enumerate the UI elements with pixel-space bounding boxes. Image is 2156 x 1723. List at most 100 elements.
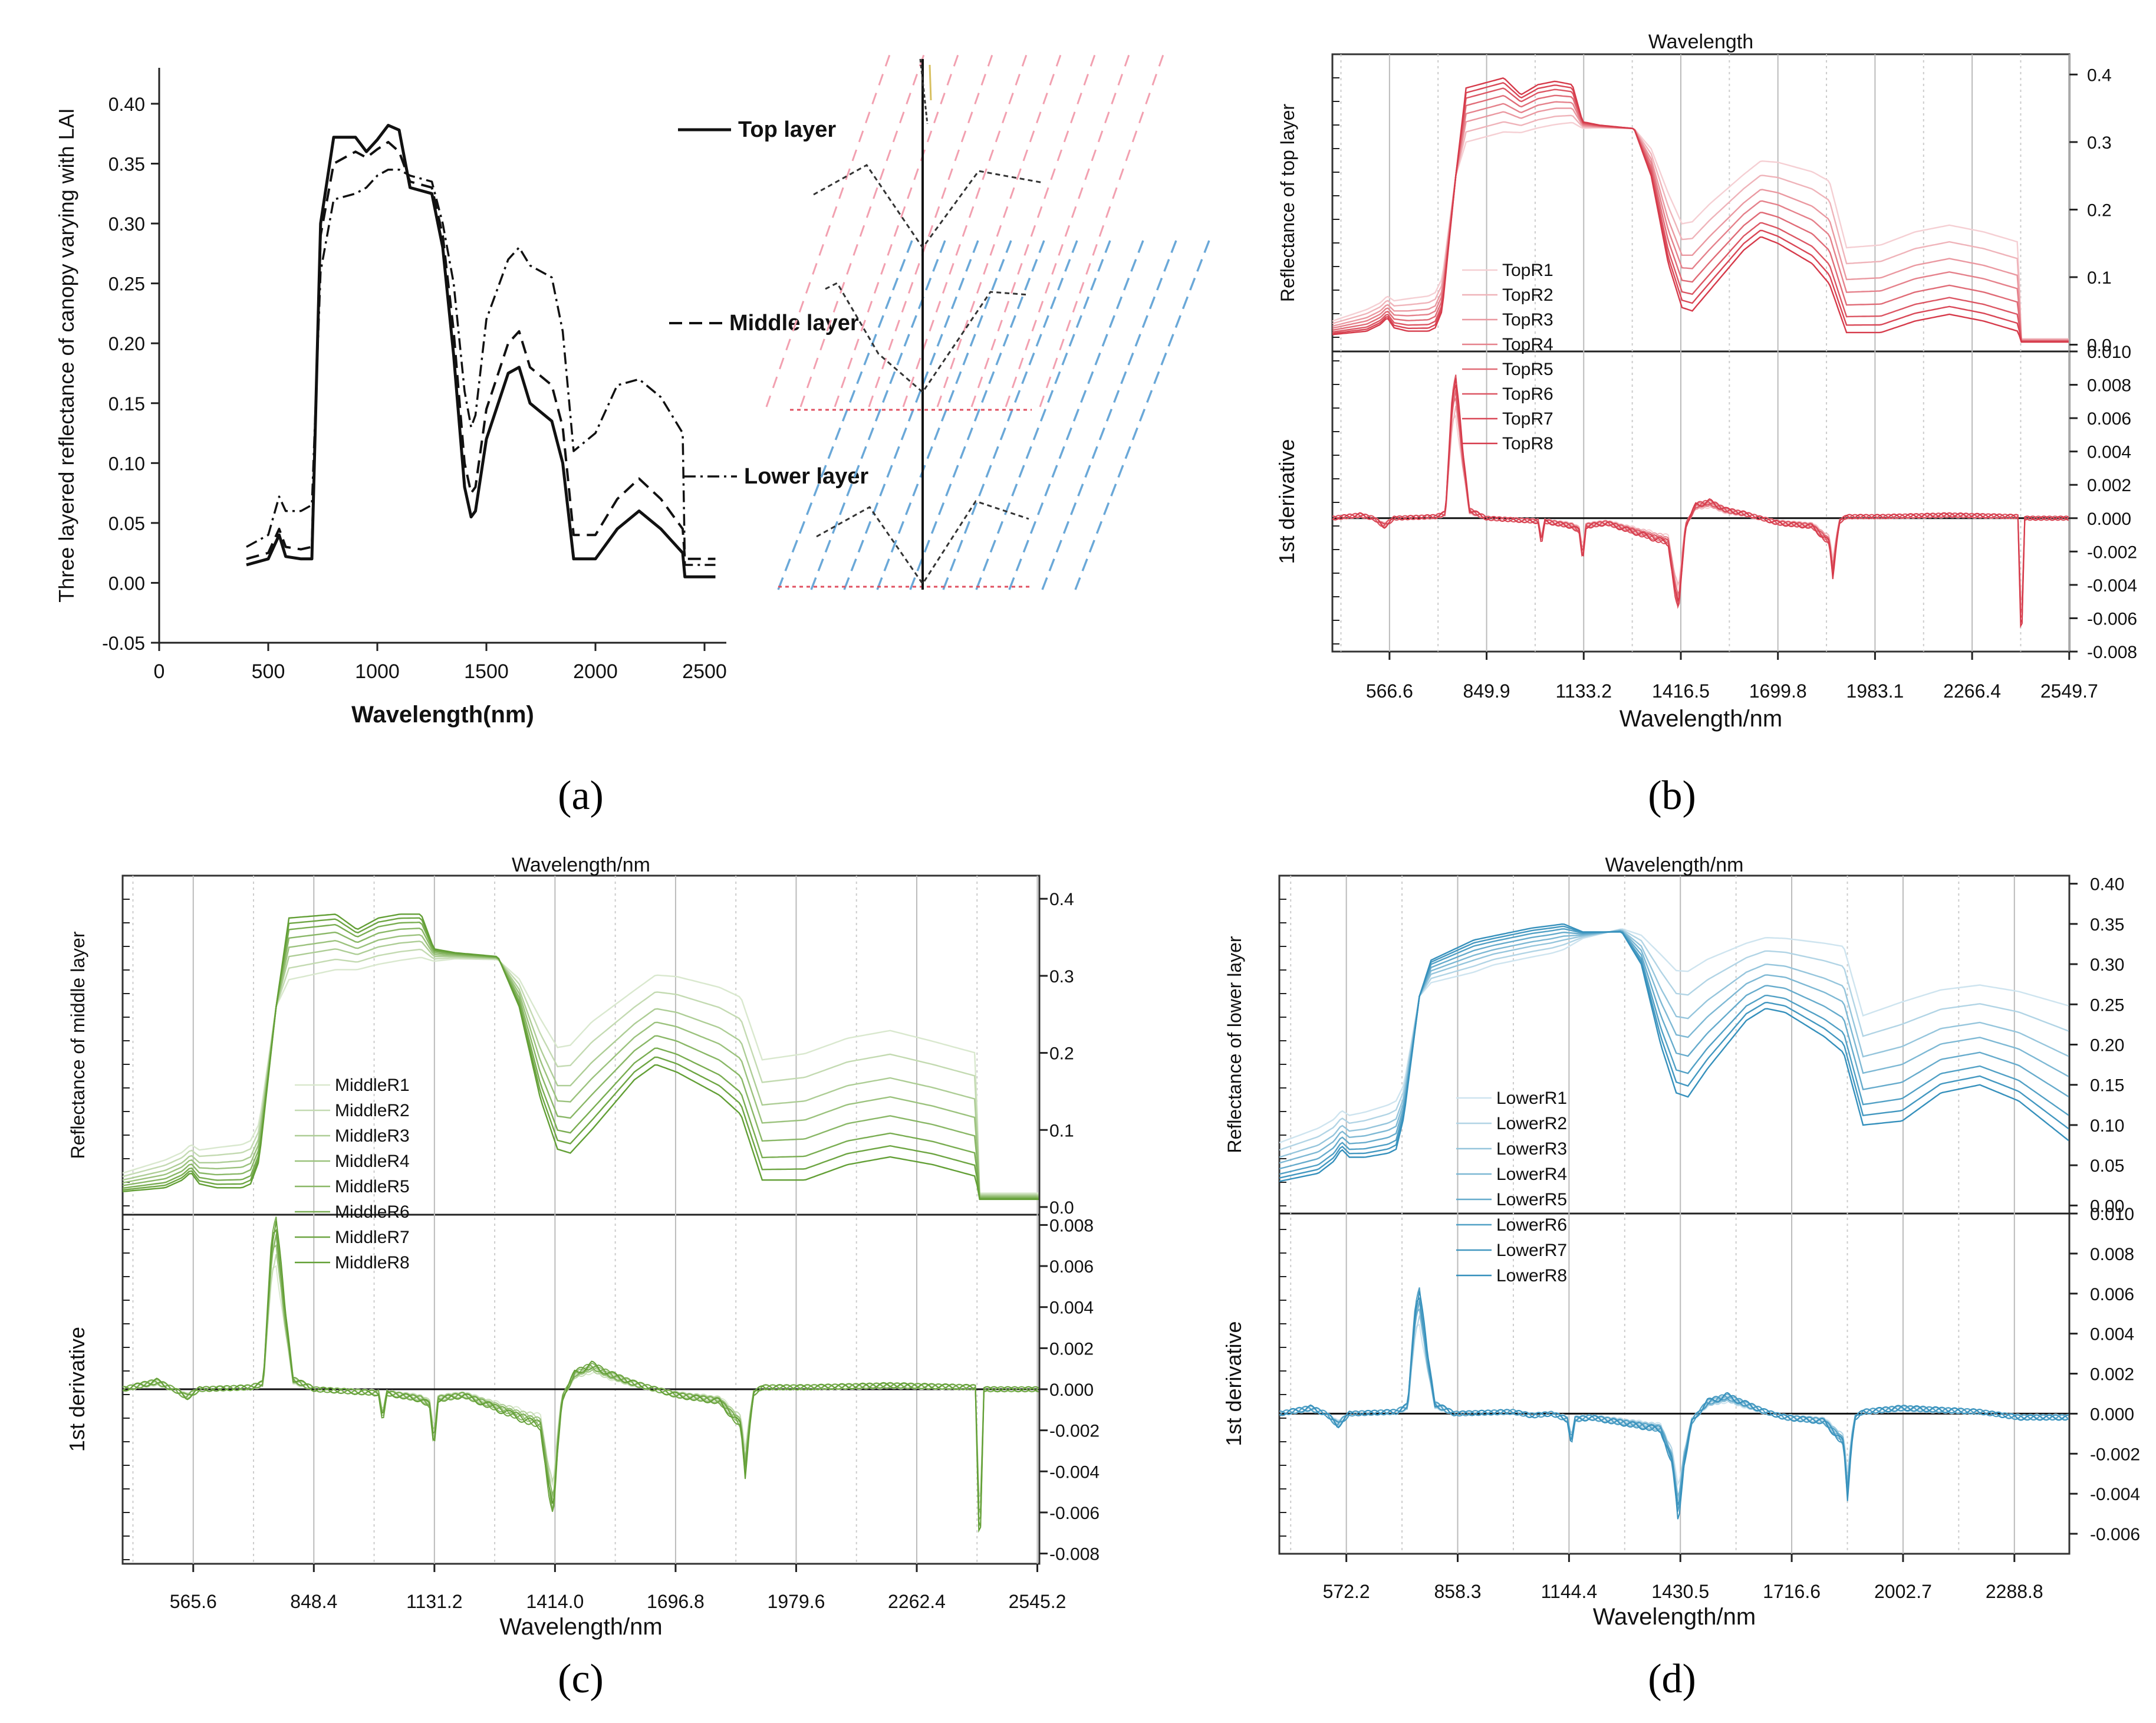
x-tick-label-c: 2262.4 (888, 1591, 946, 1612)
x-tick-label-a: 1500 (464, 660, 509, 683)
legend-label-b-8: TopR8 (1502, 434, 1553, 453)
series-group-d (1279, 923, 2069, 1520)
legend-label-b-1: TopR1 (1502, 261, 1553, 280)
legend-label-c-8: MiddleR8 (335, 1253, 410, 1272)
canopy-blue-hatch (810, 235, 948, 590)
legend-label-b-5: TopR5 (1502, 360, 1553, 379)
y-tick-label-a: 0.05 (108, 513, 145, 534)
legend-label-b-4: TopR4 (1502, 335, 1553, 354)
legend-label-d-7: LowerR7 (1496, 1241, 1567, 1260)
canopy-pink-hatch (799, 52, 926, 407)
legend-label-c-2: MiddleR2 (335, 1101, 410, 1120)
y-tick-label-bottom-b: 0.010 (2087, 343, 2131, 362)
y-tick-label-bottom-b: 0.000 (2087, 509, 2131, 529)
canopy-blue-hatch (1008, 235, 1146, 590)
reflectance-series-c-2 (123, 948, 1039, 1195)
y-tick-label-top-d: 0.40 (2090, 875, 2124, 895)
derivative-series-c-1 (123, 1265, 1039, 1497)
y-tick-label-top-b: 0.2 (2087, 200, 2112, 220)
derivative-series-c-5 (123, 1234, 1039, 1522)
canopy-pink-hatch (765, 52, 891, 407)
reflectance-series-d-1 (1279, 928, 2069, 1144)
y-axis-label-bottom-b: 1st derivative (1275, 439, 1299, 564)
y-tick-label-top-d: 0.10 (2090, 1116, 2124, 1136)
x-tick-label-d: 858.3 (1434, 1581, 1481, 1602)
panel-d: 572.2 858.3 1144.4 1430.5 1716.6 2002.7 2288.8… (1222, 854, 2140, 1630)
x-tick-label-b: 566.6 (1366, 680, 1413, 702)
y-axis-label-bottom-d: 1st derivative (1222, 1321, 1246, 1446)
y-tick-label-top-c: 0.0 (1049, 1198, 1074, 1218)
canopy-pink-hatch (1039, 52, 1165, 407)
x-tick-label-d: 2002.7 (1874, 1581, 1932, 1602)
y-tick-label-bottom-d: 0.004 (2090, 1325, 2134, 1344)
y-tick-label-top-b: 0.1 (2087, 268, 2112, 288)
y-tick-label-bottom-b: 0.004 (2087, 443, 2131, 462)
x-tick-label-c: 1414.0 (526, 1591, 584, 1612)
legend-label-d-2: LowerR2 (1496, 1114, 1567, 1133)
x-tick-label-c: 1979.6 (768, 1591, 825, 1612)
y-tick-label-bottom-c: 0.004 (1049, 1298, 1094, 1318)
canopy-leaf-2 (825, 282, 1029, 394)
reflectance-series-c-3 (123, 941, 1039, 1196)
y-tick-label-top-d: 0.35 (2090, 915, 2124, 935)
x-tick-label-b: 1983.1 (1846, 680, 1904, 702)
x-axis-label-b: Wavelength/nm (1620, 706, 1782, 732)
legend-label-b-7: TopR7 (1502, 409, 1553, 429)
y-tick-label-a: 0.25 (108, 274, 145, 295)
canopy-blue-hatch (909, 235, 1047, 590)
reflectance-series-c-4 (123, 934, 1039, 1198)
x-tick-label-c: 565.6 (170, 1591, 217, 1612)
y-axis-label-top-d: Reflectance of lower layer (1224, 936, 1245, 1153)
y-tick-label-a: -0.05 (102, 633, 145, 654)
y-tick-label-bottom-b: 0.008 (2087, 376, 2131, 396)
y-tick-label-a: 0.20 (108, 333, 145, 354)
x-axis-label-a: Wavelength(nm) (351, 702, 534, 728)
derivative-series-b-3 (1332, 390, 2069, 600)
canopy-pink-hatch (936, 52, 1062, 407)
x-tick-label-c: 848.4 (290, 1591, 337, 1612)
derivative-series-d-8 (1279, 1291, 2069, 1520)
x-tick-label-d: 572.2 (1323, 1581, 1370, 1602)
y-tick-label-bottom-b: 0.006 (2087, 409, 2131, 429)
x-tick-label-d: 1430.5 (1651, 1581, 1709, 1602)
y-tick-label-bottom-c: -0.002 (1049, 1422, 1100, 1441)
plot-frame-c (121, 874, 1041, 1565)
y-axis-label-top-b: Reflectance of top layer (1277, 104, 1298, 302)
y-tick-label-a: 0.35 (108, 154, 145, 175)
legend-label-d-1: LowerR1 (1496, 1089, 1567, 1108)
legend-label-d-3: LowerR3 (1496, 1139, 1567, 1159)
legend-label-c-6: MiddleR6 (335, 1202, 410, 1222)
series-group-c (123, 913, 1039, 1533)
canopy-pink-hatch (834, 52, 960, 407)
derivative-series-c-6 (123, 1216, 1039, 1512)
canopy-sketch (765, 52, 1212, 590)
y-axis-label-a: Three layered reflectance of canopy vary… (54, 108, 78, 602)
x-tick-label-b: 1133.2 (1556, 680, 1612, 702)
y-tick-label-bottom-c: 0.000 (1049, 1380, 1094, 1400)
x-tick-label-b: 1416.5 (1652, 680, 1710, 702)
y-tick-label-bottom-d: 0.006 (2090, 1285, 2134, 1304)
canopy-blue-hatch (876, 235, 1014, 590)
panel-label-d: (d) (1648, 1656, 1696, 1702)
x-axis-label-c: Wavelength/nm (499, 1614, 662, 1640)
y-tick-label-bottom-b: -0.002 (2087, 542, 2137, 562)
y-tick-label-bottom-d: 0.000 (2090, 1405, 2134, 1424)
y-tick-label-top-b: 0.3 (2087, 133, 2112, 153)
top-axis-title-b: Wavelength (1648, 31, 1753, 53)
y-tick-label-bottom-b: -0.004 (2087, 576, 2137, 596)
x-tick-label-c: 1696.8 (647, 1591, 705, 1612)
canopy-leaf-1 (813, 164, 1044, 249)
y-tick-label-bottom-b: 0.002 (2087, 476, 2131, 495)
y-tick-label-bottom-d: 0.002 (2090, 1365, 2134, 1385)
reflectance-series-c-6 (123, 921, 1039, 1199)
canopy-tip (919, 58, 929, 124)
x-tick-label-d: 2288.8 (1986, 1581, 2043, 1602)
y-tick-label-a: 0.10 (108, 453, 145, 474)
canopy-blue-hatch (1041, 235, 1179, 590)
y-tick-label-top-c: 0.2 (1049, 1044, 1074, 1064)
derivative-series-b-8 (1332, 378, 2069, 629)
y-tick-label-top-d: 0.00 (2090, 1196, 2124, 1216)
canopy-blue-hatch (843, 235, 981, 590)
canopy-pink-hatch (1005, 52, 1131, 407)
top-axis-title-c: Wavelength/nm (512, 854, 650, 876)
